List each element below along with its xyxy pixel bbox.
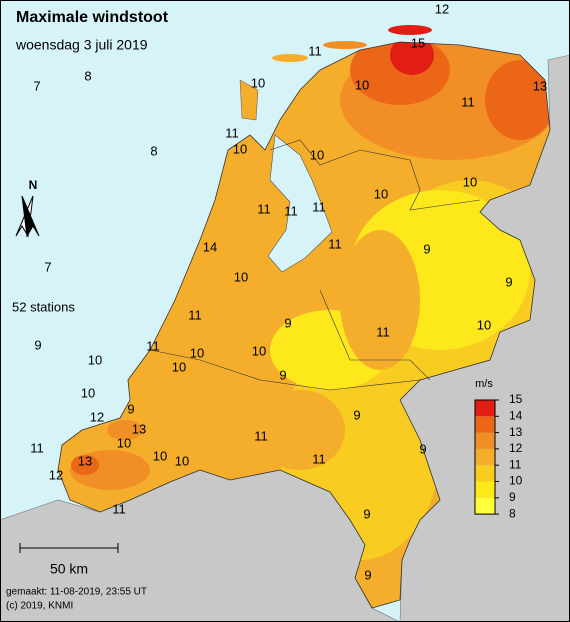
station-value: 12 xyxy=(49,467,63,482)
station-value: 12 xyxy=(435,1,449,16)
subtitle: woensdag 3 juli 2019 xyxy=(15,37,148,53)
station-value: 11 xyxy=(112,501,126,516)
legend-label: 15 xyxy=(509,392,523,406)
copyright: (c) 2019, KNMI xyxy=(6,601,73,612)
station-value: 11 xyxy=(328,236,342,251)
station-value: 10 xyxy=(251,75,265,90)
scale-label: 50 km xyxy=(50,561,88,577)
station-value: 11 xyxy=(146,338,160,353)
station-value: 10 xyxy=(310,147,324,162)
station-value: 9 xyxy=(353,407,360,422)
station-value: 9 xyxy=(419,441,426,456)
legend-swatch xyxy=(475,432,495,449)
station-value: 11 xyxy=(188,307,202,322)
station-value: 11 xyxy=(376,324,390,339)
ijsselmeer xyxy=(267,134,333,273)
legend-frame xyxy=(474,399,496,515)
legend-unit: m/s xyxy=(475,378,493,390)
station-value: 10 xyxy=(190,345,204,360)
province-border xyxy=(149,349,421,391)
wind-zone xyxy=(340,230,420,370)
station-value: 12 xyxy=(90,409,104,424)
station-value: 9 xyxy=(284,315,291,330)
station-value: 9 xyxy=(363,506,370,521)
station-value: 11 xyxy=(461,94,475,109)
station-value: 7 xyxy=(33,78,40,93)
station-value: 10 xyxy=(477,317,491,332)
wind-zone xyxy=(255,390,345,470)
legend-label: 13 xyxy=(509,425,523,439)
station-value: 10 xyxy=(153,448,167,463)
province-border xyxy=(269,139,481,211)
station-value: 11 xyxy=(308,43,322,58)
station-value: 10 xyxy=(234,269,248,284)
wind-zone xyxy=(107,420,143,440)
province-border xyxy=(319,289,431,381)
station-value: 9 xyxy=(127,401,134,416)
station-value: 10 xyxy=(252,343,266,358)
legend-label: 8 xyxy=(509,506,516,520)
station-value: 11 xyxy=(257,201,271,216)
station-value: 9 xyxy=(505,274,512,289)
legend-swatch xyxy=(475,400,495,417)
legend-swatch xyxy=(475,497,495,515)
station-count: 52 stations xyxy=(12,299,75,314)
station-value: 10 xyxy=(374,186,388,201)
station-value: 8 xyxy=(84,68,91,83)
title: Maximale windstoot xyxy=(16,9,169,26)
texel xyxy=(239,79,259,121)
schiermonnikoog xyxy=(388,25,432,35)
station-value: 8 xyxy=(150,143,157,158)
station-value: 10 xyxy=(355,77,369,92)
station-value: 10 xyxy=(117,435,131,450)
legend-swatch xyxy=(475,465,495,482)
station-value: 7 xyxy=(44,259,51,274)
station-value: 9 xyxy=(364,567,371,582)
station-value: 11 xyxy=(284,203,298,218)
station-value: 11 xyxy=(312,451,326,466)
station-value: 9 xyxy=(423,241,430,256)
station-value: 13 xyxy=(132,421,146,436)
station-value: 13 xyxy=(78,453,92,468)
legend-swatch xyxy=(475,448,495,466)
station-value: 10 xyxy=(463,174,477,189)
legend-label: 10 xyxy=(509,474,523,488)
station-value: 10 xyxy=(175,453,189,468)
station-value: 11 xyxy=(312,199,326,214)
legend: 8 9 10 11 12 13 14 15 xyxy=(474,392,523,520)
north-arrow xyxy=(21,195,40,238)
legend-label: 11 xyxy=(509,457,522,471)
legend-swatch xyxy=(475,481,495,498)
station-value: 15 xyxy=(411,35,425,50)
wind-zone xyxy=(71,455,99,475)
made-note: gemaakt: 11-08-2019, 23:55 UT xyxy=(6,587,147,598)
north-label: N xyxy=(29,178,38,192)
wind-zone xyxy=(390,42,434,75)
legend-label: 12 xyxy=(509,441,523,455)
vlieland xyxy=(272,54,308,62)
legend-label: 14 xyxy=(509,408,523,422)
legend-label: 9 xyxy=(509,490,516,504)
legend-swatch xyxy=(475,416,495,433)
wind-zone xyxy=(485,60,550,140)
station-value: 10 xyxy=(172,359,186,374)
station-value: 9 xyxy=(34,337,41,352)
station-value: 11 xyxy=(254,428,268,443)
station-value: 9 xyxy=(279,367,286,382)
station-value: 10 xyxy=(81,385,95,400)
station-value: 11 xyxy=(225,125,239,140)
station-value: 10 xyxy=(88,352,102,367)
station-value: 10 xyxy=(233,141,247,156)
terschelling xyxy=(323,41,367,49)
station-value: 13 xyxy=(533,78,547,93)
station-value: 14 xyxy=(203,239,217,254)
station-value: 11 xyxy=(30,440,44,455)
